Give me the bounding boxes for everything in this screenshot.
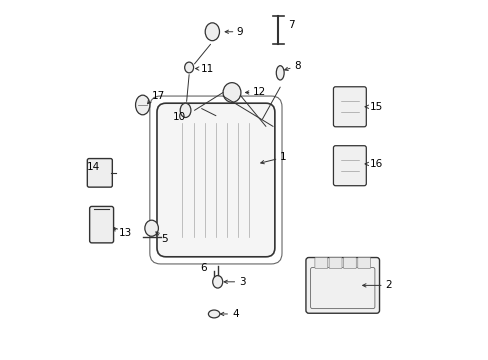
Text: 13: 13 [119,228,132,238]
FancyBboxPatch shape [87,158,112,187]
Ellipse shape [212,275,222,288]
Text: 2: 2 [385,280,391,291]
Text: 10: 10 [172,112,185,122]
Ellipse shape [144,220,158,236]
Text: 12: 12 [252,87,265,98]
Text: 11: 11 [200,64,213,73]
Text: 8: 8 [293,61,300,71]
Text: 1: 1 [280,152,286,162]
FancyBboxPatch shape [328,257,341,269]
Ellipse shape [276,66,284,80]
FancyBboxPatch shape [333,87,366,127]
FancyBboxPatch shape [305,257,379,313]
FancyBboxPatch shape [157,103,274,257]
FancyBboxPatch shape [357,257,370,269]
Text: 6: 6 [200,262,206,273]
Ellipse shape [135,95,149,115]
Text: 17: 17 [151,91,164,101]
Ellipse shape [184,62,193,73]
Text: 15: 15 [369,102,382,112]
Text: 9: 9 [236,27,243,37]
FancyBboxPatch shape [333,146,366,186]
FancyBboxPatch shape [343,257,356,269]
FancyBboxPatch shape [314,257,327,269]
Text: 14: 14 [86,162,100,172]
Text: 5: 5 [162,234,168,244]
Text: 16: 16 [369,159,382,169]
Ellipse shape [208,310,220,318]
Text: 7: 7 [287,19,294,30]
Ellipse shape [223,83,241,102]
Ellipse shape [180,103,190,117]
Text: 4: 4 [231,309,238,319]
Ellipse shape [205,23,219,41]
FancyBboxPatch shape [89,206,113,243]
Text: 3: 3 [239,277,245,287]
